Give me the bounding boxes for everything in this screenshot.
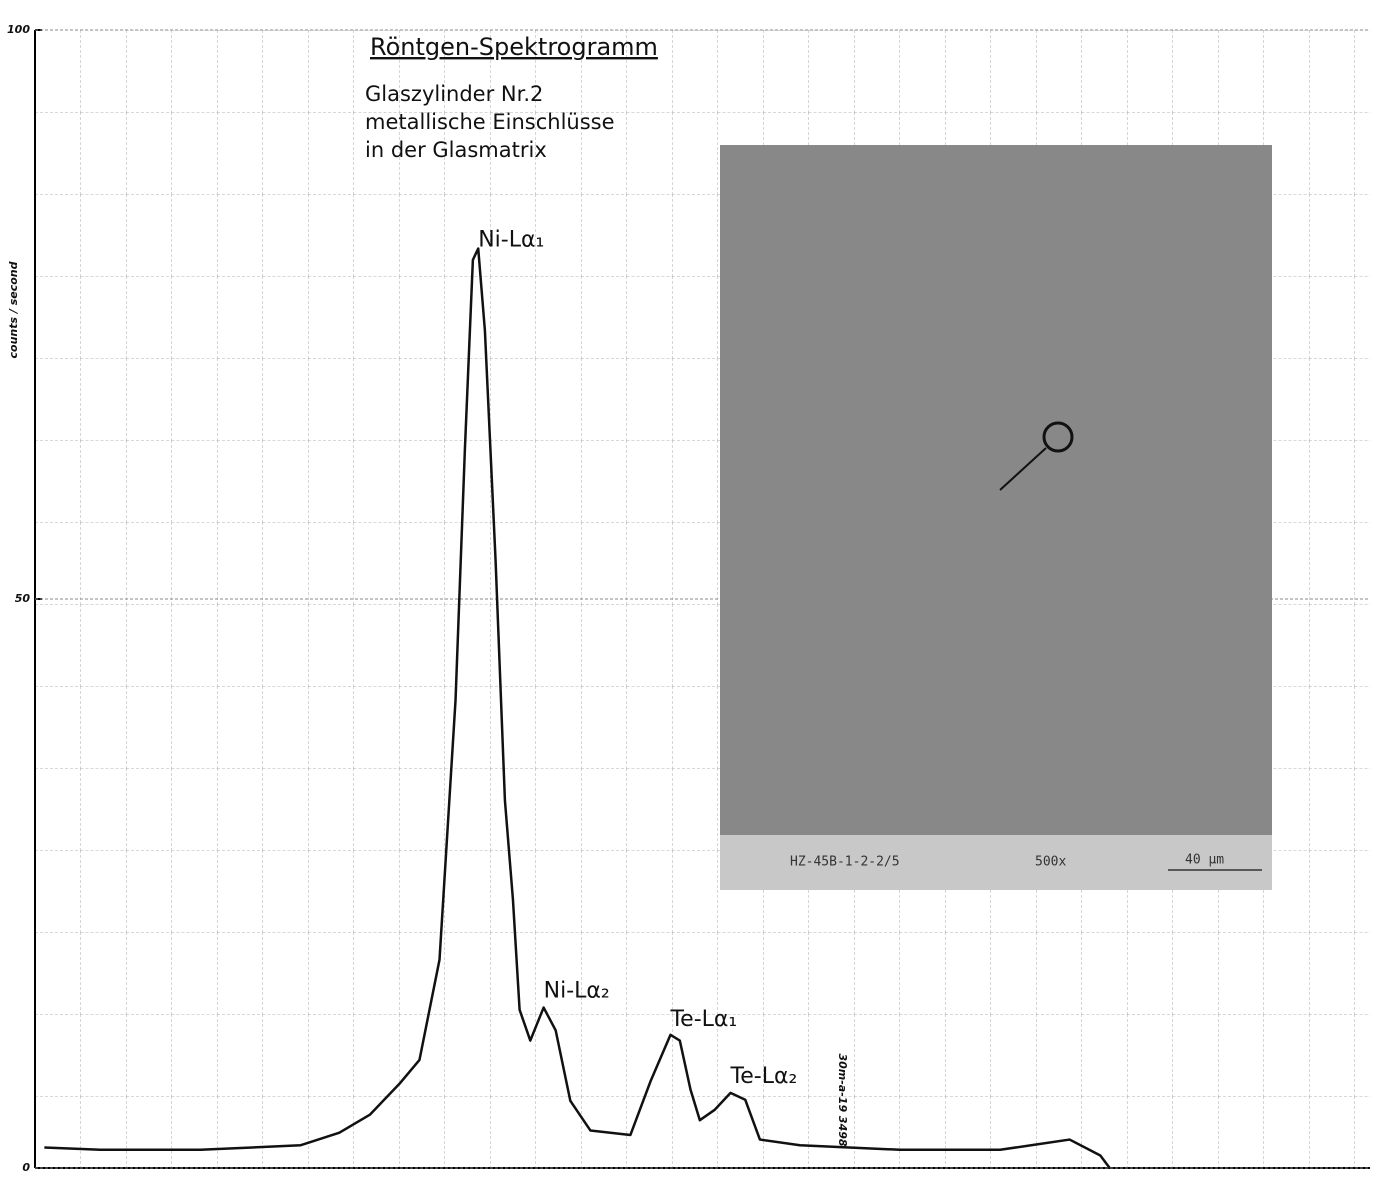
peak-label: Ni-Lα₁ (478, 228, 544, 253)
peak-label: Te-Lα₁ (669, 1007, 737, 1032)
subtitle: metallische Einschlüsse (365, 110, 615, 134)
magnification: 500x (1035, 855, 1066, 870)
peak-label: Te-Lα₂ (730, 1064, 798, 1089)
chart-title: Röntgen-Spektrogramm (370, 33, 658, 61)
stamp: 30m-a-19 3498 (836, 1053, 849, 1146)
image-id: HZ-45B-1-2-2/5 (790, 855, 900, 870)
peak-label: Ni-Lα₂ (544, 979, 610, 1004)
scale-label: 40 µm (1185, 853, 1224, 868)
subtitle: in der Glasmatrix (365, 138, 547, 162)
y-tick-label: 100 (7, 23, 30, 36)
subtitle: Glaszylinder Nr.2 (365, 82, 543, 106)
y-tick-label: 0 (22, 1161, 30, 1174)
micrograph (720, 145, 1272, 890)
y-axis-label: counts / second (7, 261, 20, 358)
chart: Röntgen-Spektrogramm Glaszylinder Nr.2 m… (0, 0, 1377, 1203)
y-tick-label: 50 (15, 592, 31, 605)
